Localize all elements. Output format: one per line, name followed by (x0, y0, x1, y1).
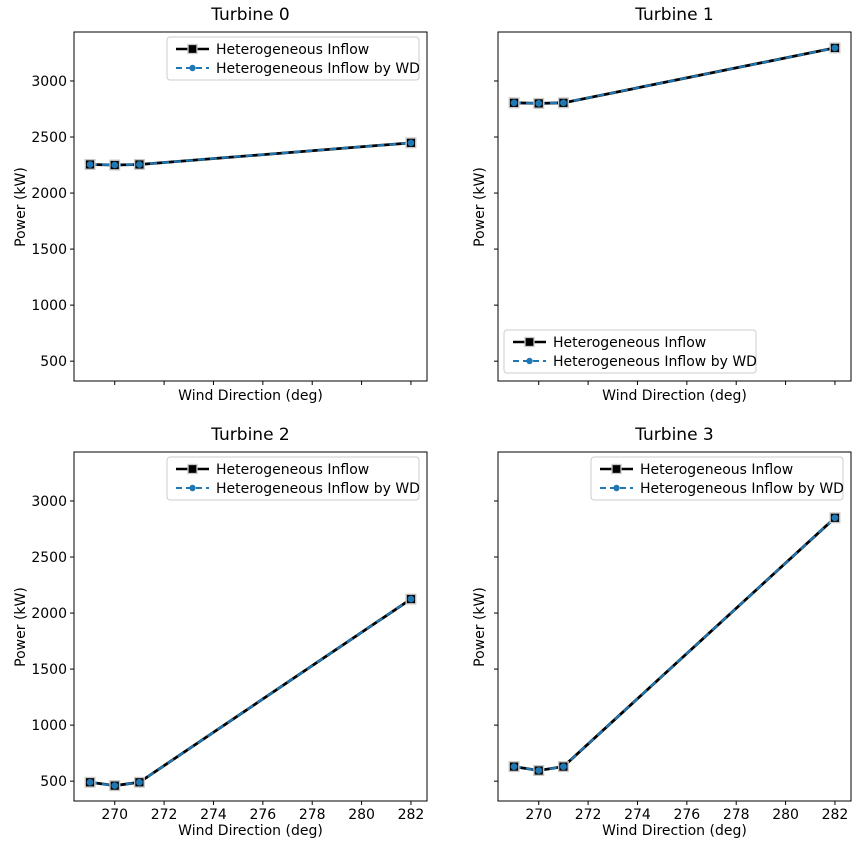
svg-text:500: 500 (40, 774, 67, 790)
svg-text:2500: 2500 (31, 130, 67, 146)
svg-text:282: 282 (822, 807, 849, 823)
x-axis-label: Wind Direction (deg) (602, 388, 747, 404)
svg-text:270: 270 (525, 807, 552, 823)
svg-text:Heterogeneous Inflow by WD: Heterogeneous Inflow by WD (216, 481, 420, 497)
subplot-turbine-1: Turbine 1 Power (kW) Wind Direction (deg… (472, 5, 852, 404)
svg-text:282: 282 (398, 807, 425, 823)
svg-text:280: 280 (348, 807, 375, 823)
svg-text:Heterogeneous Inflow: Heterogeneous Inflow (216, 462, 369, 478)
plot-title: Turbine 1 (635, 5, 714, 25)
svg-text:274: 274 (200, 807, 227, 823)
svg-text:Heterogeneous Inflow by WD: Heterogeneous Inflow by WD (216, 61, 420, 77)
x-axis-label: Wind Direction (deg) (178, 823, 323, 839)
svg-text:272: 272 (575, 807, 602, 823)
svg-text:276: 276 (673, 807, 700, 823)
subplot-turbine-0: Turbine 0 Power (kW) Wind Direction (deg… (13, 5, 428, 404)
svg-text:2500: 2500 (31, 550, 67, 566)
svg-text:Heterogeneous Inflow by WD: Heterogeneous Inflow by WD (553, 354, 757, 370)
x-axis-label: Wind Direction (deg) (178, 388, 323, 404)
plot-area-turbine-3: 270 272 274 276 278 280 282 Heterogeneous Inflo… (494, 451, 852, 823)
svg-text:1000: 1000 (31, 718, 67, 734)
svg-text:1500: 1500 (31, 242, 67, 258)
plot-area-turbine-2: 270 272 274 276 278 280 282 500 1000 1500 2000 2500… (31, 451, 428, 823)
svg-text:272: 272 (151, 807, 178, 823)
y-axis-label: Power (kW) (472, 166, 488, 247)
plot-title: Turbine 2 (211, 425, 290, 445)
svg-text:274: 274 (624, 807, 651, 823)
svg-text:500: 500 (40, 354, 67, 370)
svg-text:270: 270 (101, 807, 128, 823)
plot-area-turbine-0: 500 1000 1500 2000 2500 3000 Heterogeneous Inf… (31, 31, 428, 385)
svg-text:3000: 3000 (31, 74, 67, 90)
svg-text:1000: 1000 (31, 298, 67, 314)
plot-area-turbine-1: Heterogeneous Inflow Heterogeneous Inflow… (494, 31, 852, 385)
y-axis-label: Power (kW) (13, 166, 29, 247)
svg-text:1500: 1500 (31, 662, 67, 678)
plot-title: Turbine 0 (211, 5, 290, 25)
svg-text:280: 280 (772, 807, 799, 823)
svg-text:Heterogeneous Inflow: Heterogeneous Inflow (553, 335, 706, 351)
svg-text:278: 278 (723, 807, 750, 823)
svg-text:Heterogeneous Inflow: Heterogeneous Inflow (640, 462, 793, 478)
plot-title: Turbine 3 (635, 425, 714, 445)
y-axis-label: Power (kW) (472, 586, 488, 667)
subplot-turbine-3: Turbine 3 Power (kW) Wind Direction (deg… (472, 425, 852, 839)
svg-text:2000: 2000 (31, 606, 67, 622)
svg-text:3000: 3000 (31, 494, 67, 510)
svg-text:2000: 2000 (31, 186, 67, 202)
svg-text:278: 278 (299, 807, 326, 823)
x-axis-label: Wind Direction (deg) (602, 823, 747, 839)
svg-text:Heterogeneous Inflow by WD: Heterogeneous Inflow by WD (640, 481, 844, 497)
y-axis-label: Power (kW) (13, 586, 29, 667)
svg-text:276: 276 (249, 807, 276, 823)
subplot-turbine-2: Turbine 2 Power (kW) Wind Direction (deg… (13, 425, 428, 839)
svg-text:Heterogeneous Inflow: Heterogeneous Inflow (216, 42, 369, 58)
